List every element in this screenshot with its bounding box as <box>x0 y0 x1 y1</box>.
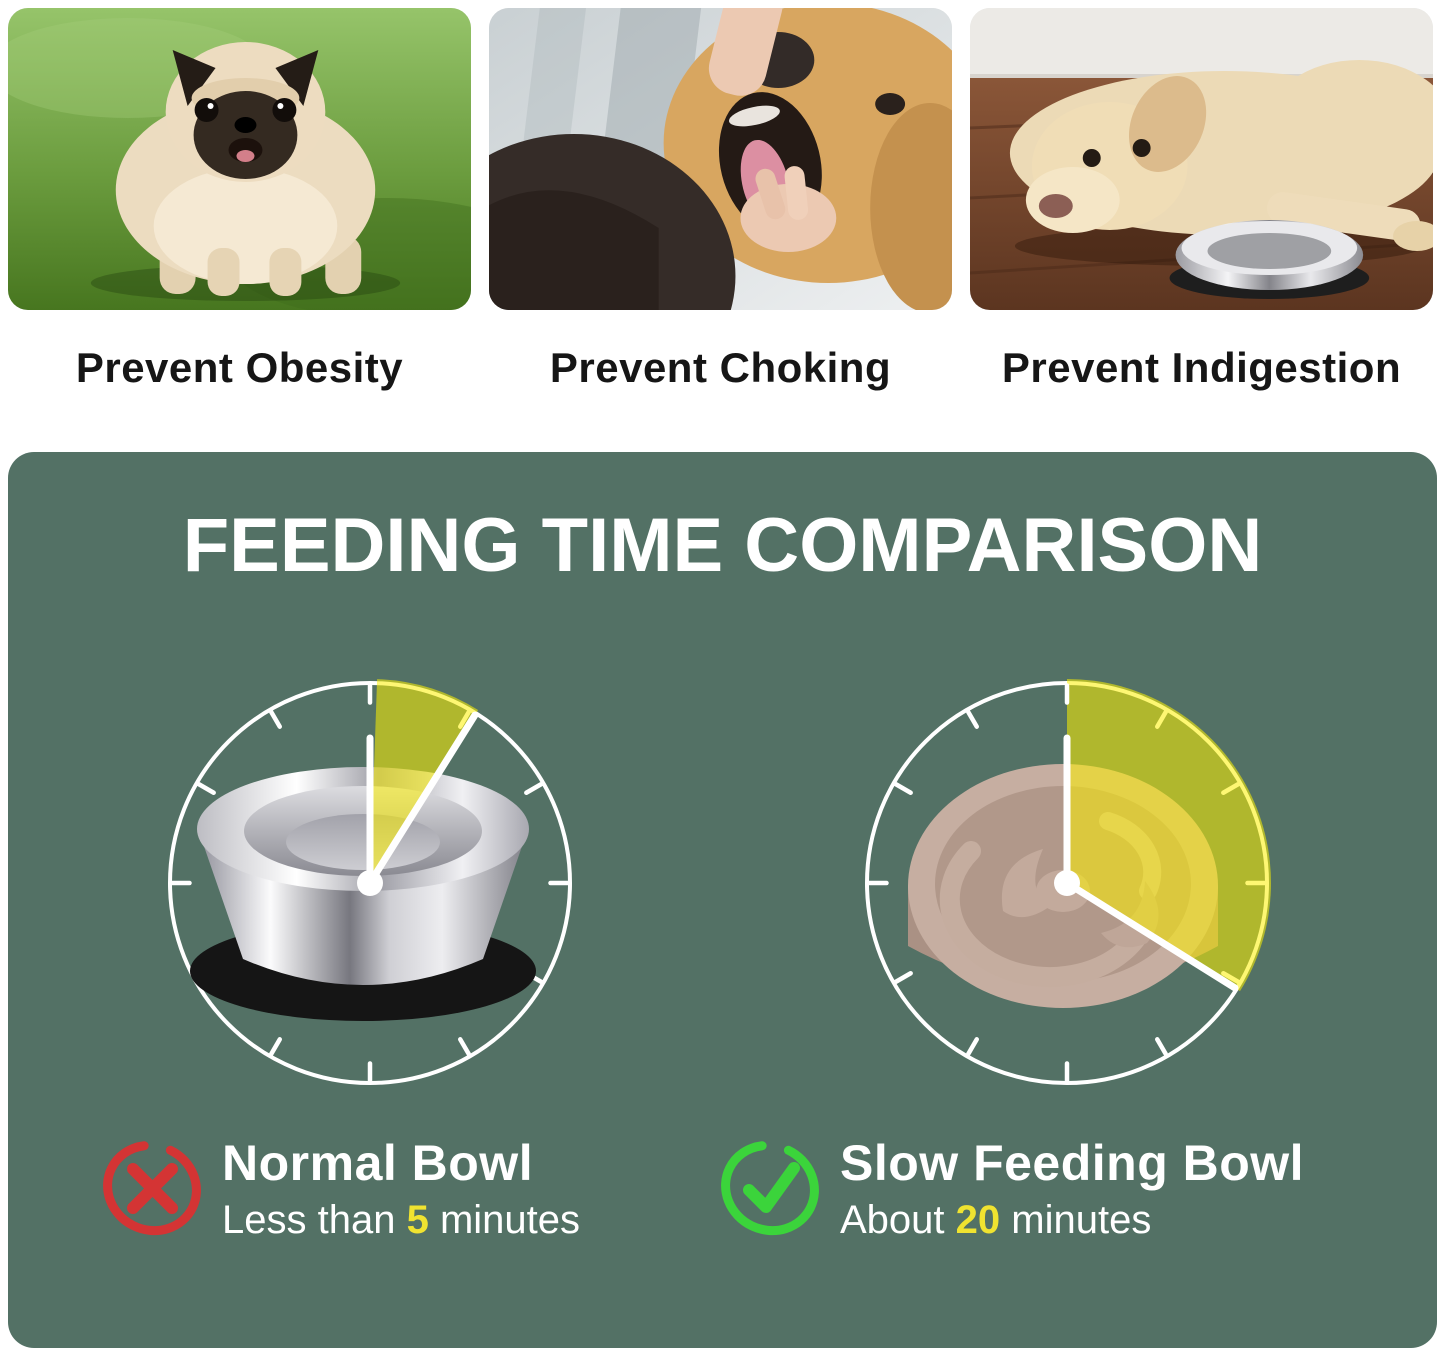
normal-sub-suffix: minutes <box>428 1198 580 1242</box>
dog-ear <box>870 103 952 310</box>
caption-prevent-choking: Prevent Choking <box>549 344 892 391</box>
labrador-nose <box>1038 194 1073 218</box>
normal-minutes-value: 5 <box>406 1198 429 1242</box>
benefit-card-choking: Prevent Choking <box>489 8 952 452</box>
slow-sub-prefix: About <box>840 1198 956 1242</box>
maze-fin-left <box>1001 849 1049 918</box>
slow-feeder-clock <box>857 673 1277 1093</box>
labrador-illustration <box>970 8 1433 310</box>
caption-prevent-indigestion: Prevent Indigestion <box>1001 344 1402 391</box>
photo-mouth-check <box>489 8 952 310</box>
benefit-card-indigestion: Prevent Indigestion <box>970 8 1433 452</box>
check-circle-icon <box>721 1140 819 1236</box>
hand-20min <box>1063 879 1239 992</box>
normal-sub-prefix: Less than <box>222 1198 407 1242</box>
steel-bowl <box>190 767 536 1021</box>
slow-feeder-text: Slow Feeding Bowl About 20 minutes <box>840 1135 1304 1243</box>
slow-feeder-subtitle: About 20 minutes <box>840 1197 1304 1243</box>
slow-sub-suffix: minutes <box>1000 1198 1152 1242</box>
caption-prevent-obesity: Prevent Obesity <box>75 344 404 391</box>
benefit-cards-row: Prevent Obesity <box>0 0 1445 452</box>
pug-ear-left <box>172 50 216 106</box>
feeding-time-panel: FEEDING TIME COMPARISON <box>8 452 1437 1348</box>
pug-face-mask <box>193 91 298 179</box>
maze-ridge-outer <box>939 841 1151 988</box>
slow-feeder-title: Slow Feeding Bowl <box>840 1135 1305 1191</box>
photo-lying-labrador <box>970 8 1433 310</box>
normal-bowl-clock-svg <box>168 679 572 1085</box>
hand-5min <box>366 711 479 887</box>
normal-bowl-clock <box>160 673 580 1093</box>
bowl-well <box>286 814 440 870</box>
clock-circle <box>168 681 572 1085</box>
normal-bowl-result: Normal Bowl Less than 5 minutes <box>102 1135 580 1243</box>
pug-tongue <box>236 150 255 162</box>
clock-center-dot <box>1054 870 1080 896</box>
slow-feeder-result: Slow Feeding Bowl About 20 minutes <box>720 1135 1304 1243</box>
clock-center-dot <box>357 870 383 896</box>
benefit-card-obesity: Prevent Obesity <box>8 8 471 452</box>
cross-circle-icon <box>103 1140 201 1236</box>
hand-upper <box>708 8 783 96</box>
slow-minutes-value: 20 <box>955 1198 1001 1242</box>
dog-eye <box>875 93 906 115</box>
pug-ear-right <box>275 50 319 106</box>
slow-feeder-clock-svg <box>865 679 1271 1085</box>
normal-bowl-text: Normal Bowl Less than 5 minutes <box>222 1135 580 1243</box>
photo-fat-pug <box>8 8 471 310</box>
panel-title: FEEDING TIME COMPARISON <box>182 503 1263 588</box>
fat-pug-illustration <box>8 8 471 310</box>
normal-bowl-title: Normal Bowl <box>222 1135 534 1191</box>
labrador-front-leg <box>1266 192 1421 242</box>
normal-bowl-subtitle: Less than 5 minutes <box>222 1197 580 1243</box>
mouth-check-illustration <box>489 8 952 310</box>
time-wedge-5min <box>370 679 479 883</box>
